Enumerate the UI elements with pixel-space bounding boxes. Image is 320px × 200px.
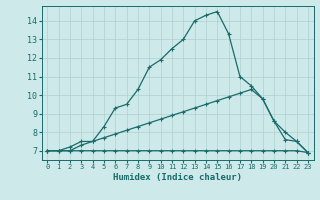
X-axis label: Humidex (Indice chaleur): Humidex (Indice chaleur) [113, 173, 242, 182]
